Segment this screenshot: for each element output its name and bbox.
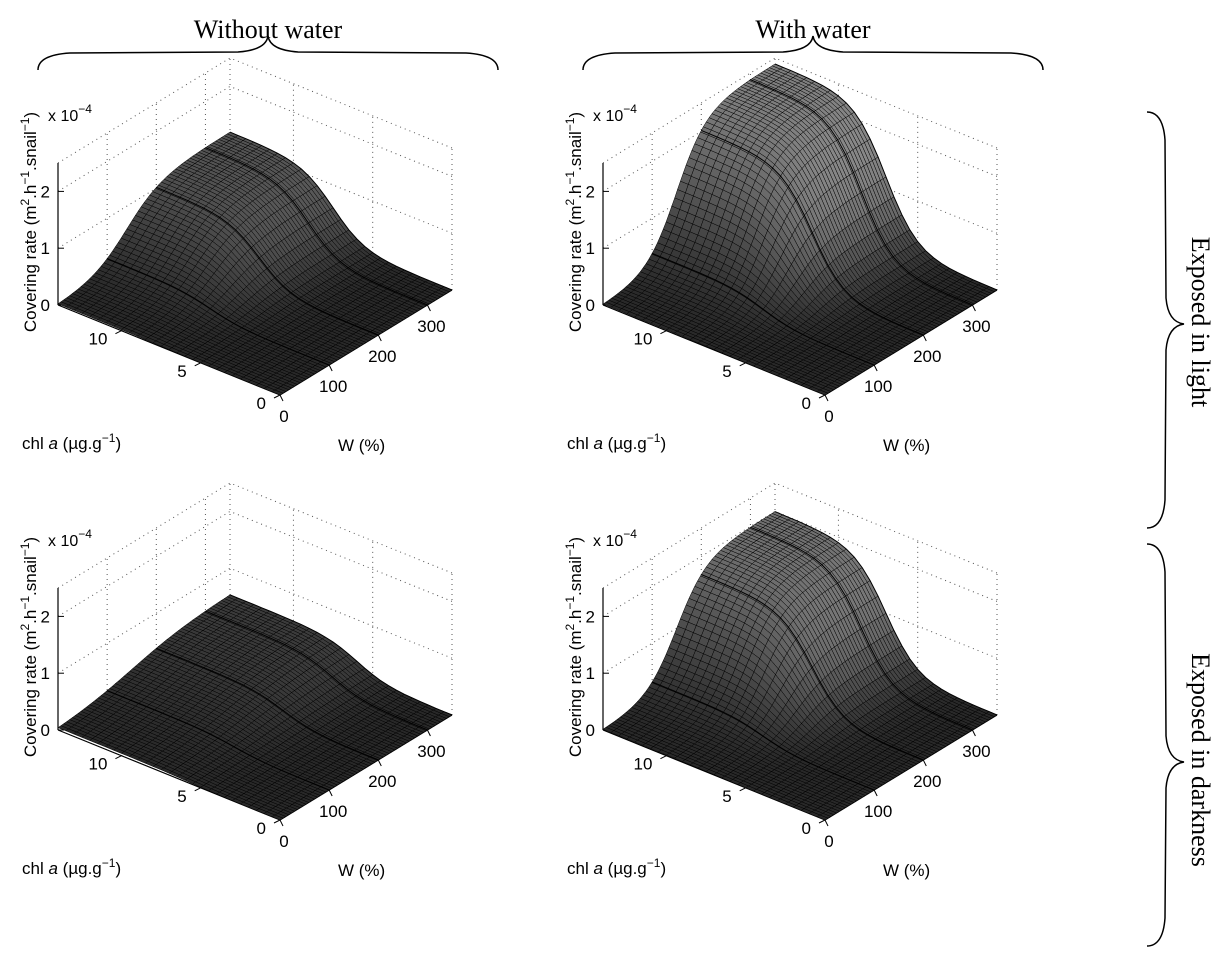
w-tick-label: 0: [279, 832, 288, 851]
z-axis-label: Covering rate (m2.h−1.snail−1): [18, 537, 40, 757]
z-tick-label: 1: [41, 239, 50, 258]
chl-tick-label: 10: [89, 330, 108, 349]
w-tick: [971, 304, 976, 312]
box-edge: [57, 57, 231, 164]
grid-line: [57, 510, 453, 617]
chl-tick-label: 0: [257, 819, 266, 838]
brace-with-water: [582, 35, 1044, 71]
brace-light: [1146, 111, 1185, 529]
brace-darkness: [1146, 543, 1185, 947]
z-tick-label: 0: [586, 296, 595, 315]
chl-axis-label: chl a (µg.g−1): [22, 856, 121, 878]
z-axis-label: Covering rate (m2.h−1.snail−1): [18, 112, 40, 332]
chl-tick: [273, 394, 281, 399]
z-tick-label: 2: [41, 182, 50, 201]
w-tick-label: 200: [913, 347, 941, 366]
w-tick-label: 0: [824, 407, 833, 426]
row-header-light: Exposed in light: [1186, 237, 1215, 408]
chl-tick: [818, 394, 826, 399]
w-axis-label: W (%): [338, 861, 385, 880]
w-tick-label: 300: [417, 742, 445, 761]
column-header-without-water: Without water: [194, 15, 343, 44]
surface: [57, 131, 453, 396]
exponent-label: x 10−4: [48, 102, 92, 125]
w-tick: [922, 334, 927, 342]
w-tick: [279, 394, 284, 402]
z-tick-label: 2: [586, 182, 595, 201]
chl-tick: [273, 819, 281, 824]
z-tick-label: 0: [41, 721, 50, 740]
exponent-label: x 10−4: [593, 102, 637, 125]
w-tick: [377, 334, 382, 342]
chl-tick-label: 10: [89, 755, 108, 774]
w-tick-label: 100: [319, 377, 347, 396]
w-tick: [377, 759, 382, 767]
w-tick-label: 200: [368, 347, 396, 366]
z-tick-label: 1: [586, 239, 595, 258]
w-tick: [824, 394, 829, 402]
z-tick-label: 0: [41, 296, 50, 315]
chl-tick-label: 0: [802, 394, 811, 413]
chl-axis-label: chl a (µg.g−1): [567, 431, 666, 453]
w-tick-label: 300: [962, 317, 990, 336]
w-tick-label: 100: [319, 802, 347, 821]
box-edge: [229, 482, 453, 574]
column-header-with-water: With water: [755, 15, 871, 44]
chl-tick-label: 5: [177, 787, 186, 806]
w-tick: [873, 364, 878, 372]
chl-tick-label: 5: [722, 362, 731, 381]
chl-tick: [739, 362, 746, 367]
w-tick: [426, 304, 431, 312]
w-tick: [328, 364, 333, 372]
w-axis-label: W (%): [883, 436, 930, 455]
z-tick-label: 2: [41, 607, 50, 626]
z-axis-label: Covering rate (m2.h−1.snail−1): [563, 112, 585, 332]
w-tick-label: 0: [279, 407, 288, 426]
w-tick: [328, 789, 333, 797]
z-tick-label: 1: [41, 664, 50, 683]
chl-tick: [194, 787, 201, 792]
surface: [602, 63, 998, 396]
chl-axis-label: chl a (µg.g−1): [22, 431, 121, 453]
chl-tick: [660, 330, 667, 335]
chl-tick-label: 5: [177, 362, 186, 381]
w-tick-label: 200: [368, 772, 396, 791]
w-tick-label: 300: [417, 317, 445, 336]
w-tick: [426, 729, 431, 737]
w-axis-label: W (%): [338, 436, 385, 455]
brace-without-water: [37, 35, 499, 71]
w-tick-label: 100: [864, 377, 892, 396]
row-header-darkness: Exposed in darkness: [1186, 653, 1215, 867]
chl-tick: [194, 362, 201, 367]
w-tick: [279, 819, 284, 827]
chl-tick: [115, 330, 122, 335]
chl-tick: [115, 755, 122, 760]
chl-tick-label: 10: [634, 330, 653, 349]
box-edge: [229, 57, 453, 149]
chl-tick-label: 0: [257, 394, 266, 413]
exponent-label: x 10−4: [48, 527, 92, 550]
